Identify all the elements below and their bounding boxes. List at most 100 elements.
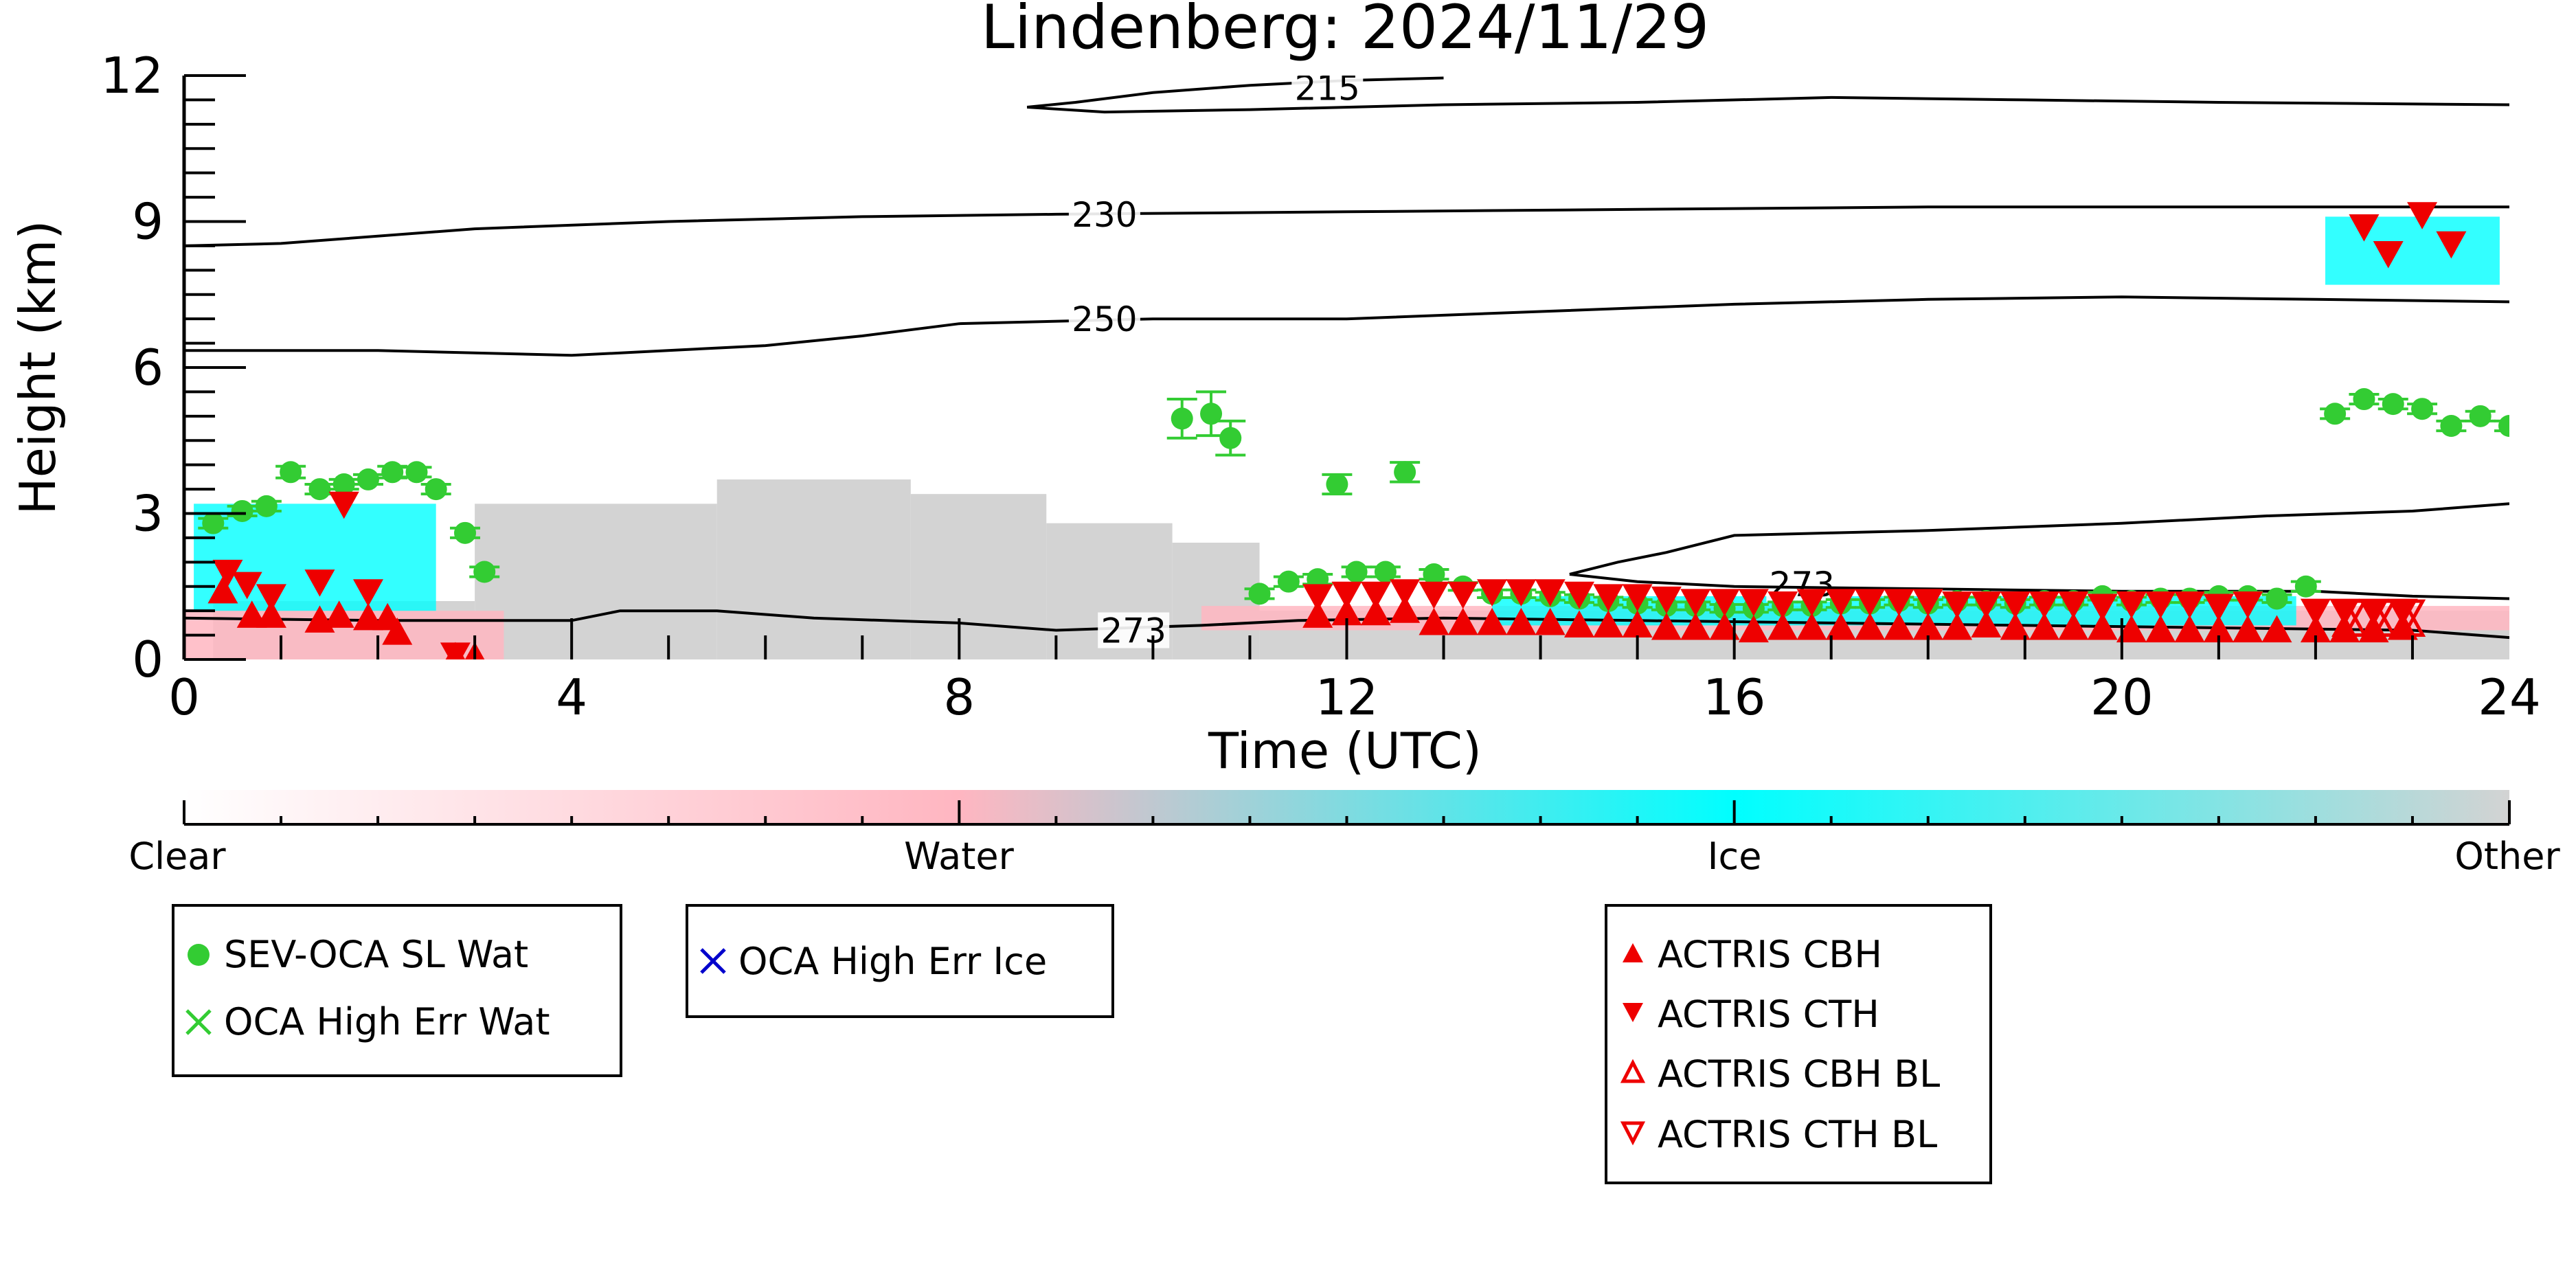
point — [2203, 615, 2234, 643]
point — [255, 495, 278, 517]
point — [2029, 591, 2059, 619]
x-tick-label: 4 — [556, 668, 587, 726]
point — [1884, 589, 1914, 616]
point — [1680, 589, 1711, 616]
point — [2266, 587, 2288, 610]
legend-water: SEV-OCA SL Wat OCA High Err Wat — [172, 904, 622, 1077]
y-tick-label: 9 — [132, 193, 163, 251]
point — [1331, 598, 1362, 626]
point — [2116, 615, 2147, 643]
y-tick-label: 0 — [132, 631, 163, 688]
point — [405, 461, 428, 484]
legend-oca-high-err-ice-marker — [700, 948, 726, 974]
point — [1506, 607, 1537, 635]
point — [324, 600, 354, 628]
point — [2407, 202, 2438, 229]
point — [2353, 388, 2375, 411]
x-tick-label: 24 — [2478, 668, 2541, 726]
point — [1825, 612, 1856, 640]
ice-mask-0 — [194, 504, 436, 611]
point — [1593, 610, 1624, 638]
series-4 — [212, 202, 2467, 659]
point — [2203, 594, 2234, 622]
y-tick-label: 6 — [132, 339, 163, 396]
x-axis-label: Time (UTC) — [1208, 722, 1482, 780]
legend-actris-box — [1605, 904, 1992, 1184]
contour-label-0: 215 — [1295, 69, 1360, 109]
point — [332, 473, 355, 495]
data-markers — [198, 202, 2509, 659]
legend-sev-oca-label: SEV-OCA SL Wat — [224, 933, 528, 976]
legend-actris-cbh-label: ACTRIS CBH — [1658, 933, 1882, 976]
point — [2331, 604, 2368, 637]
point — [1855, 589, 1886, 616]
point — [1942, 612, 1973, 640]
point — [1200, 403, 1223, 425]
series-3 — [207, 576, 2418, 659]
point — [1912, 589, 1943, 616]
point — [1506, 579, 1537, 607]
colorbar-ticks — [183, 800, 2511, 824]
legend-sev-oca-marker — [188, 944, 210, 966]
point — [1419, 607, 1449, 635]
point — [1535, 579, 1566, 607]
point — [1622, 584, 1653, 611]
legend-actris-cbh-marker — [1623, 943, 1643, 962]
point — [2360, 604, 2397, 637]
point — [1477, 579, 1508, 607]
point — [231, 572, 262, 600]
point — [357, 468, 379, 490]
legend-oca-high-err-wat-label: OCA High Err Wat — [224, 1000, 550, 1043]
point — [1390, 579, 1421, 607]
point — [304, 569, 335, 597]
point — [1738, 615, 1769, 643]
point — [2331, 599, 2368, 632]
point — [2436, 231, 2467, 259]
point — [1855, 612, 1886, 640]
point — [454, 521, 477, 544]
point — [1331, 581, 1362, 609]
point — [207, 576, 238, 604]
point — [382, 618, 413, 645]
contour-line-0 — [1026, 76, 1444, 109]
point — [2174, 615, 2205, 643]
legend-oca-high-err-wat-marker — [185, 1009, 212, 1035]
gray-mask-3 — [910, 494, 1047, 659]
point — [1390, 596, 1421, 623]
point — [308, 478, 331, 501]
colorbar-label-ice: Ice — [1708, 835, 1762, 878]
point — [2087, 612, 2118, 640]
contour-line-1 — [1026, 95, 2509, 114]
legend-actris-cbh-bl-marker — [1620, 1059, 1646, 1083]
point — [2382, 393, 2404, 416]
colorbar: Clear Water Ice Other — [128, 790, 2560, 878]
contour-line-5 — [1569, 573, 2509, 600]
point — [1709, 589, 1740, 616]
point — [2324, 403, 2347, 425]
colorbar-label-clear: Clear — [128, 835, 226, 878]
point — [2440, 415, 2463, 437]
chart-title: Lindenberg: 2024/11/29 — [981, 0, 1709, 63]
point — [1419, 581, 1449, 609]
point — [1447, 581, 1478, 609]
point — [352, 579, 383, 607]
point — [1277, 570, 1300, 593]
point — [1374, 561, 1397, 583]
point — [1360, 598, 1391, 626]
point — [473, 561, 496, 583]
point — [1912, 612, 1943, 640]
point — [2300, 615, 2331, 643]
point — [1564, 610, 1594, 638]
point — [236, 600, 267, 628]
point — [1709, 612, 1740, 640]
point — [1423, 563, 1445, 586]
point — [1447, 607, 1478, 635]
legend-water-box — [172, 904, 622, 1077]
gray-mask-2 — [716, 479, 911, 659]
contour-label-bg-0 — [1291, 76, 1364, 106]
legend-actris-cth-label: ACTRIS CTH — [1658, 993, 1879, 1036]
legend-ice: OCA High Err Ice — [686, 904, 1114, 1018]
